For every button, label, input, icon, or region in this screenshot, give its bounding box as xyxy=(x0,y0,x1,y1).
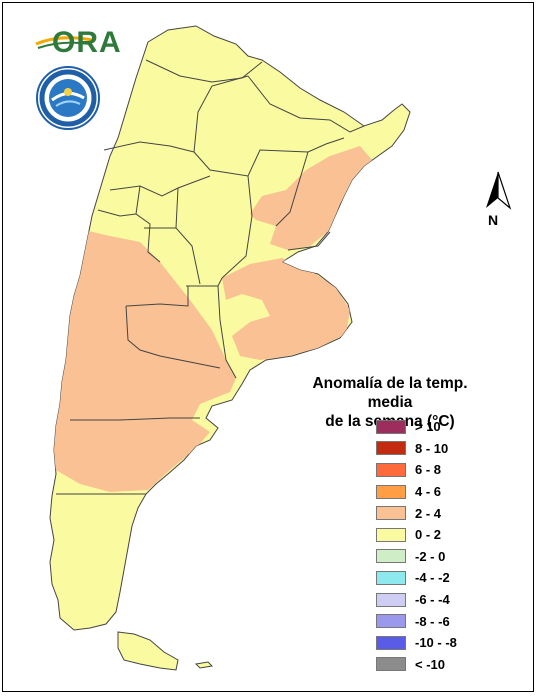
legend-row: -4 - -2 xyxy=(376,567,496,589)
legend-swatch xyxy=(376,506,406,521)
legend-row: 0 - 2 xyxy=(376,524,496,546)
legend-row: 8 - 10 xyxy=(376,438,496,460)
north-label: N xyxy=(488,212,499,228)
legend-row: -6 - -4 xyxy=(376,589,496,611)
legend-label: 6 - 8 xyxy=(415,462,442,478)
legend-swatch xyxy=(376,549,406,564)
legend-label: < -10 xyxy=(415,656,445,672)
legend-label: 0 - 2 xyxy=(415,527,442,543)
legend-label: 4 - 6 xyxy=(415,484,442,500)
legend-row: 4 - 6 xyxy=(376,481,496,503)
legend-swatch xyxy=(376,527,406,542)
legend-row: -8 - -6 xyxy=(376,610,496,632)
legend-swatch xyxy=(376,441,406,456)
legend-row: 2 - 4 xyxy=(376,502,496,524)
legend-label: > 10 xyxy=(415,419,441,435)
logo-swoosh-icon xyxy=(35,36,93,49)
legend-row: -2 - 0 xyxy=(376,546,496,568)
anomaly-region-central xyxy=(50,230,236,492)
legend-swatch xyxy=(376,614,406,629)
legend-row: < -10 xyxy=(376,654,496,676)
legend-label: -6 - -4 xyxy=(415,592,450,608)
anomaly-region-buenos-aires xyxy=(222,258,350,360)
legend-swatch xyxy=(376,462,406,477)
north-arrow-icon xyxy=(486,171,512,210)
legend-row: > 10 xyxy=(376,416,496,438)
legend-title-line1: Anomalía de la temp. media xyxy=(312,375,468,411)
legend-label: -10 - -8 xyxy=(415,635,457,651)
legend-swatch xyxy=(376,635,406,650)
legend-label: 2 - 4 xyxy=(415,505,442,521)
province-borders xyxy=(56,59,365,495)
legend-row: 6 - 8 xyxy=(376,459,496,481)
smn-seal-icon xyxy=(36,66,100,130)
tierra-del-fuego xyxy=(117,631,179,671)
legend-swatch xyxy=(376,419,406,434)
legend-swatch xyxy=(376,484,406,499)
legend-row: -10 - -8 xyxy=(376,632,496,654)
isla-de-los-estados xyxy=(194,661,214,669)
legend: > 10 8 - 10 6 - 8 4 - 6 2 - 4 0 - 2 -2 - 0 -4 -… xyxy=(376,416,496,675)
ora-logo: ORA xyxy=(52,26,122,59)
legend-label: 8 - 10 xyxy=(415,440,449,456)
legend-label: -8 - -6 xyxy=(415,613,450,629)
legend-swatch xyxy=(376,657,406,672)
legend-swatch xyxy=(376,570,406,585)
legend-swatch xyxy=(376,592,406,607)
legend-label: -2 - 0 xyxy=(415,548,446,564)
legend-label: -4 - -2 xyxy=(415,570,450,586)
anomaly-2-4-regions xyxy=(50,146,372,492)
anomaly-region-litoral xyxy=(250,146,372,250)
